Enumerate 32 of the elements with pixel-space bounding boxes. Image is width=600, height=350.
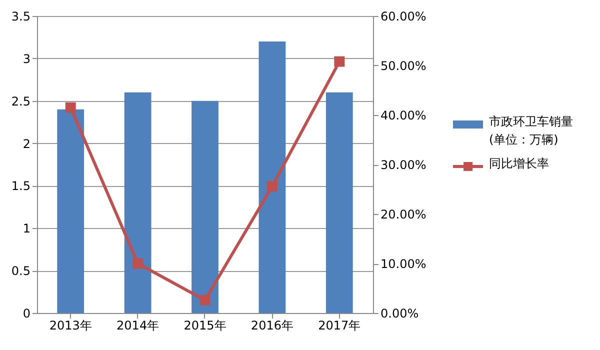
point [200,294,210,306]
y2-tick-label: 20.00% [380,208,426,222]
x-tick-label: 2014年 [116,318,160,332]
bar [57,109,84,313]
y-tick-label: 1.5 [11,179,30,194]
legend-label: 同比增长率 [489,156,549,170]
x-tick-label: 2016年 [250,318,294,332]
y-tick-label: 2.5 [11,94,30,108]
y-tick-label: 3 [22,52,30,66]
point [132,258,144,269]
bar [326,92,353,313]
x-tick-label: 2017年 [318,318,361,332]
y-tick-label: 0 [22,306,30,320]
bar [192,100,218,313]
y2-tick-label: 60.00% [380,10,426,24]
x-tick-label: 2015年 [184,318,226,332]
bar [124,92,152,313]
point [266,181,278,192]
point [334,56,345,67]
y-tick-label: 2 [22,136,30,151]
y2-tick-label: 0.00% [380,306,419,320]
y-tick-label: 0.5 [11,264,30,278]
y-tick-label: 3.5 [11,10,30,24]
legend-label: 市政环卫车销量 (单位：万辆) [489,114,573,146]
y2-tick-label: 50.00% [380,59,426,73]
x-tick-label: 2013年 [49,318,92,332]
y2-tick-label: 30.00% [380,158,426,172]
y2-tick-label: 10.00% [380,257,426,271]
y-tick-label: 1 [22,222,30,236]
point [65,102,76,113]
y2-tick-label: 40.00% [380,108,426,122]
bar [258,41,286,313]
